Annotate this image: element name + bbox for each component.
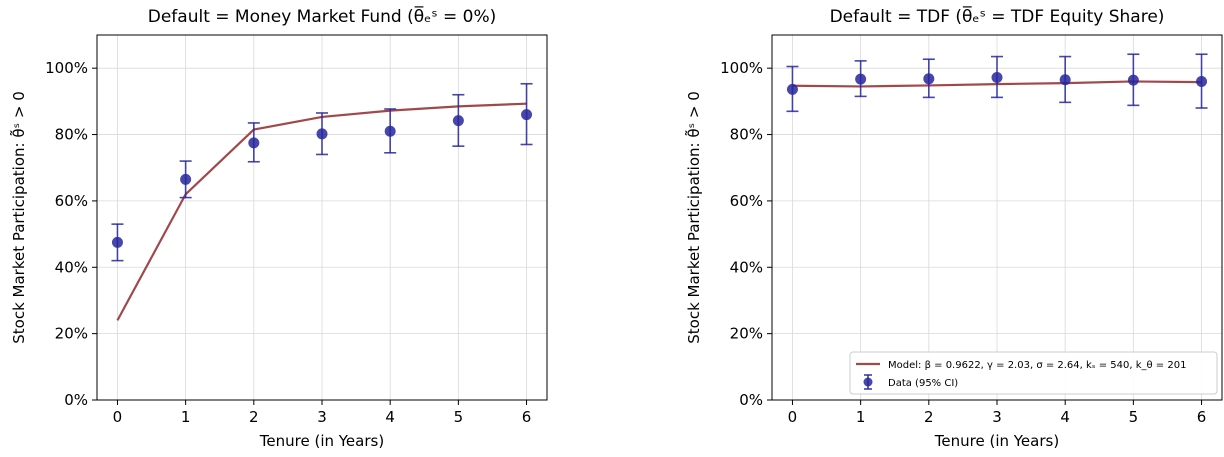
x-axis-label: Tenure (in Years): [934, 432, 1059, 450]
data-point: [452, 115, 464, 127]
chart-title: Default = Money Market Fund (θ̅ₑˢ = 0%): [148, 5, 496, 27]
x-tick-label: 6: [1197, 408, 1207, 426]
y-tick-label: 20%: [730, 325, 763, 343]
data-point: [111, 236, 123, 248]
data-point: [991, 71, 1003, 83]
data-point: [1059, 74, 1071, 86]
y-tick-label: 80%: [730, 126, 763, 144]
chart-panel-1: 0 1 2 3 4 5 60%20%40%60%80%100%Default = Money…: [9, 5, 548, 450]
data-point: [180, 173, 192, 185]
data-point: [316, 128, 328, 140]
y-axis-label: Stock Market Participation: θ̃ˢ > 0: [9, 91, 28, 344]
y-tick-label: 0%: [739, 391, 763, 409]
x-tick-label: 2: [249, 408, 259, 426]
x-tick-label: 1: [856, 408, 866, 426]
x-tick-label: 0: [788, 408, 798, 426]
legend-label-data: Data (95% CI): [888, 378, 958, 389]
data-point: [786, 83, 798, 95]
data-point: [384, 125, 396, 137]
data-point: [521, 109, 533, 121]
y-tick-label: 100%: [45, 59, 88, 77]
x-tick-label: 4: [385, 408, 395, 426]
x-tick-label: 0: [113, 408, 123, 426]
x-tick-label: 3: [317, 408, 327, 426]
legend-box: [849, 351, 1218, 395]
x-tick-label: 1: [181, 408, 191, 426]
data-point: [248, 137, 260, 149]
legend-label-model: Model: β = 0.9622, γ = 2.03, σ = 2.64, k…: [888, 360, 1186, 371]
x-tick-label: 5: [454, 408, 464, 426]
y-axis-label: Stock Market Participation: θ̃ˢ > 0: [684, 91, 703, 344]
x-tick-label: 5: [1129, 408, 1139, 426]
data-point: [1196, 75, 1208, 87]
y-tick-label: 20%: [55, 325, 88, 343]
x-tick-label: 3: [992, 408, 1002, 426]
chart-panel-2: 0 1 2 3 4 5 60%20%40%60%80%100%Default = TDF (…: [684, 5, 1223, 450]
y-tick-label: 60%: [55, 192, 88, 210]
y-tick-label: 80%: [55, 126, 88, 144]
x-axis-label: Tenure (in Years): [259, 432, 384, 450]
legend-marker-swatch: [863, 377, 873, 387]
x-tick-label: 4: [1060, 408, 1070, 426]
data-point: [1127, 74, 1139, 86]
legend: Model: β = 0.9622, γ = 2.03, σ = 2.64, k…: [849, 351, 1218, 395]
y-tick-label: 60%: [730, 192, 763, 210]
data-point: [923, 73, 935, 85]
y-tick-label: 0%: [64, 391, 88, 409]
chart-title: Default = TDF (θ̅ₑˢ = TDF Equity Share): [830, 5, 1165, 27]
x-tick-label: 2: [924, 408, 934, 426]
y-tick-label: 100%: [720, 59, 763, 77]
x-tick-label: 6: [522, 408, 532, 426]
y-tick-label: 40%: [55, 258, 88, 276]
data-point: [855, 73, 867, 85]
y-tick-label: 40%: [730, 258, 763, 276]
